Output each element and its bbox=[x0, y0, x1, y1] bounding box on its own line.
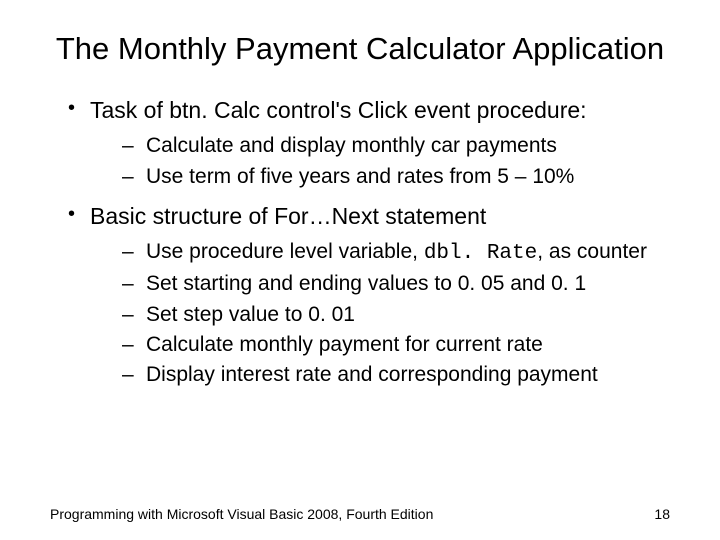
footer-left: Programming with Microsoft Visual Basic … bbox=[50, 506, 433, 522]
sub-item: Use procedure level variable, dbl. Rate,… bbox=[122, 238, 670, 268]
bullet-list: Task of btn. Calc control's Click event … bbox=[50, 95, 670, 390]
footer: Programming with Microsoft Visual Basic … bbox=[50, 506, 670, 522]
bullet-item: Basic structure of For…Next statement Us… bbox=[68, 201, 670, 390]
sub-item: Use term of five years and rates from 5 … bbox=[122, 163, 670, 191]
sub-item: Calculate and display monthly car paymen… bbox=[122, 132, 670, 160]
sub-item: Set step value to 0. 01 bbox=[122, 301, 670, 329]
bullet-text: Basic structure of For…Next statement bbox=[90, 203, 486, 229]
slide-title: The Monthly Payment Calculator Applicati… bbox=[50, 30, 670, 67]
sub-item: Set starting and ending values to 0. 05 … bbox=[122, 270, 670, 298]
sub-item: Display interest rate and corresponding … bbox=[122, 361, 670, 389]
sub-list: Calculate and display monthly car paymen… bbox=[90, 132, 670, 191]
footer-page-number: 18 bbox=[654, 506, 670, 522]
bullet-text: Task of btn. Calc control's Click event … bbox=[90, 97, 587, 123]
sub-item: Calculate monthly payment for current ra… bbox=[122, 331, 670, 359]
bullet-item: Task of btn. Calc control's Click event … bbox=[68, 95, 670, 191]
code-text: dbl. Rate bbox=[424, 242, 537, 265]
sub-list: Use procedure level variable, dbl. Rate,… bbox=[90, 238, 670, 390]
